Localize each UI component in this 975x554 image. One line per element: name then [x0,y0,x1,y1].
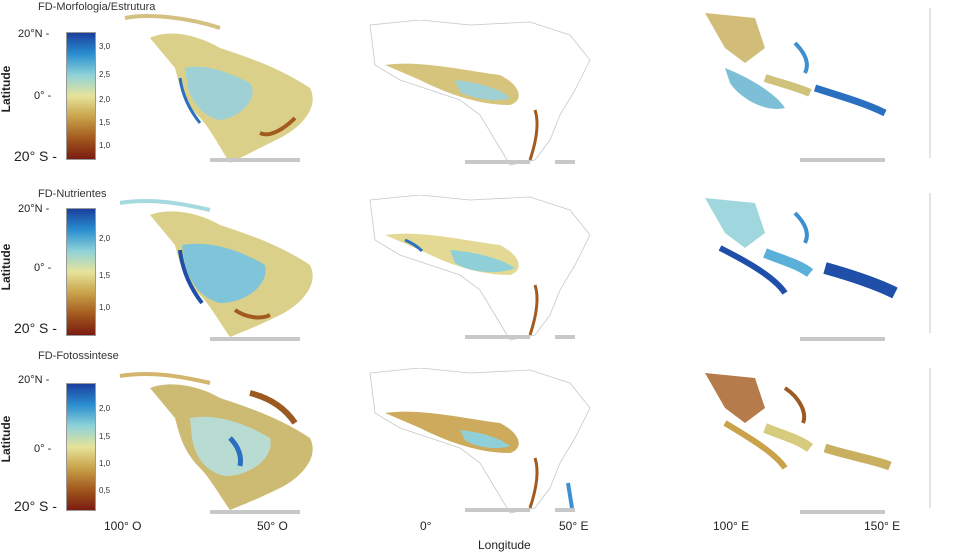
map-southeast-asia [705,193,931,341]
panel-title: FD-Morfologia/Estrutura [38,1,156,13]
colorbar-tick: 1,5 [99,432,111,441]
scale-bar [210,158,300,162]
colorbar-tick: 1,0 [99,459,111,468]
colorbar [66,383,96,511]
x-tick: 0° [420,519,432,533]
y-tick-0: 0° - [34,90,52,102]
x-tick: 150° E [864,519,901,533]
colorbar-tick: 2,5 [99,70,111,79]
colorbar-tick: 2,0 [99,234,111,243]
map-africa [369,195,591,341]
map-south-america [119,198,313,341]
colorbar-tick: 2,0 [99,95,111,104]
colorbar-tick: 1,0 [99,303,111,312]
colorbar [66,32,96,160]
y-tick-0: 0° - [34,262,52,274]
map-africa [369,368,591,514]
map-southeast-asia [705,368,931,514]
colorbar-tick: 2,0 [99,404,111,413]
x-tick: 50° O [257,519,288,533]
y-tick-0: 0° - [34,443,52,455]
x-axis-label: Longitude [478,538,531,552]
map-southeast-asia [705,8,931,162]
y-tick-20n: 20°N - [18,28,50,40]
colorbar-tick: 1,0 [99,141,111,150]
x-tick: 100° E [713,519,750,533]
x-tick: 50° E [559,519,589,533]
y-axis-label: Latitude [0,415,13,463]
y-axis-label: Latitude [0,243,13,291]
colorbar [66,208,96,336]
map-south-america [124,14,313,164]
colorbar-tick: 3,0 [99,42,111,51]
y-tick-20s: 20° S - [14,148,57,164]
y-tick-20n: 20°N - [18,374,50,386]
colorbar-tick: 1,5 [99,271,111,280]
map-africa [369,20,591,166]
y-axis-label: Latitude [0,65,13,113]
y-tick-20s: 20° S - [14,498,57,514]
panel-title: FD-Fotossintese [38,350,119,362]
y-tick-20s: 20° S - [14,320,57,336]
colorbar-tick: 1,5 [99,118,111,127]
map-south-america [119,371,313,514]
colorbar-tick: 0,5 [99,486,111,495]
panel-title: FD-Nutrientes [38,188,107,200]
x-tick: 100° O [104,519,142,533]
y-tick-20n: 20°N - [18,203,50,215]
